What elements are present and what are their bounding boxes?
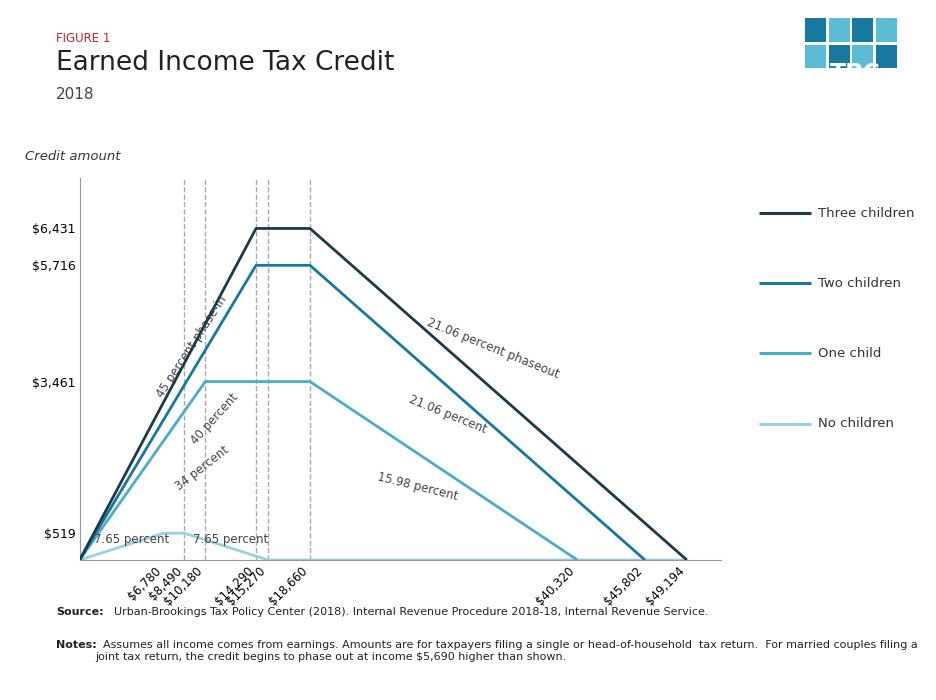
Bar: [827, 45, 849, 69]
Text: 45 percent phase-in: 45 percent phase-in: [154, 293, 229, 400]
Text: 21.06 percent: 21.06 percent: [406, 393, 488, 436]
Bar: [875, 45, 896, 69]
Text: 34 percent: 34 percent: [172, 443, 231, 493]
Bar: [852, 18, 872, 42]
Text: Two children: Two children: [817, 277, 900, 290]
Text: No children: No children: [817, 417, 893, 430]
Text: Three children: Three children: [817, 207, 914, 220]
Text: 21.06 percent phaseout: 21.06 percent phaseout: [425, 316, 561, 381]
Bar: [827, 18, 849, 42]
Text: 40 percent: 40 percent: [188, 391, 241, 447]
Text: TPC: TPC: [828, 62, 880, 86]
Text: Assumes all income comes from earnings. Amounts are for taxpayers filing a singl: Assumes all income comes from earnings. …: [95, 640, 916, 662]
Text: One child: One child: [817, 347, 881, 360]
Text: Notes:: Notes:: [56, 640, 96, 650]
Text: Earned Income Tax Credit: Earned Income Tax Credit: [56, 50, 394, 76]
Text: 15.98 percent: 15.98 percent: [375, 470, 459, 503]
Text: FIGURE 1: FIGURE 1: [56, 32, 110, 45]
Text: Urban-Brookings Tax Policy Center (2018). Internal Revenue Procedure 2018-18, In: Urban-Brookings Tax Policy Center (2018)…: [107, 607, 708, 617]
Text: 7.65 percent: 7.65 percent: [193, 533, 269, 545]
Bar: [875, 18, 896, 42]
Bar: [804, 18, 825, 42]
Bar: [804, 45, 825, 69]
Text: 7.65 percent: 7.65 percent: [95, 533, 169, 545]
Text: Credit amount: Credit amount: [25, 150, 121, 163]
Bar: [852, 45, 872, 69]
Text: 2018: 2018: [56, 87, 95, 101]
Text: Source:: Source:: [56, 607, 104, 617]
